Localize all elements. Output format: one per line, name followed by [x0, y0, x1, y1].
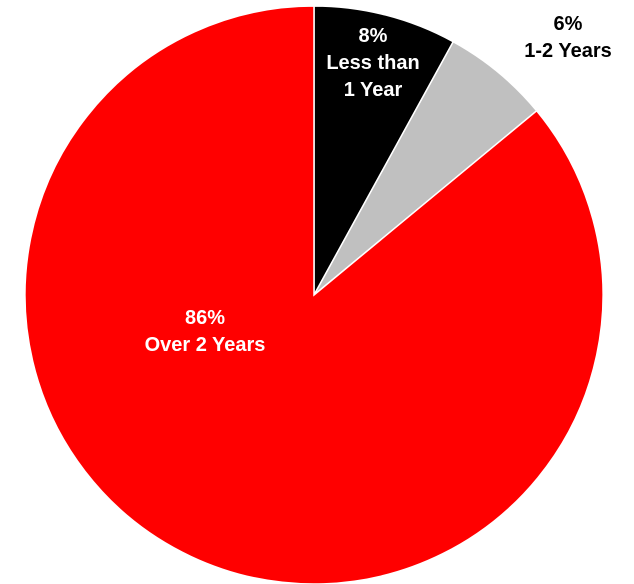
slice-label-1: 6% 1-2 Years — [524, 13, 612, 62]
slice-label-2: 86% Over 2 Years — [145, 307, 266, 356]
slice-label-line: 6% — [554, 13, 583, 35]
pie-slices — [24, 5, 604, 584]
slice-label-line: 8% — [359, 25, 388, 47]
pie-labels: 8% Less than 1 Year 6% 1-2 Years 86% Over 2 Ye… — [145, 13, 612, 356]
slice-label-0: 8% Less than 1 Year — [326, 25, 419, 101]
pie-slice-2 — [24, 5, 604, 584]
slice-label-line: 86% — [185, 307, 225, 329]
slice-label-line: Less than — [326, 52, 419, 74]
slice-label-line: Over 2 Years — [145, 334, 266, 356]
slice-label-line: 1-2 Years — [524, 40, 612, 62]
slice-label-line: 1 Year — [344, 79, 403, 101]
pie-slice-0 — [313, 5, 455, 296]
